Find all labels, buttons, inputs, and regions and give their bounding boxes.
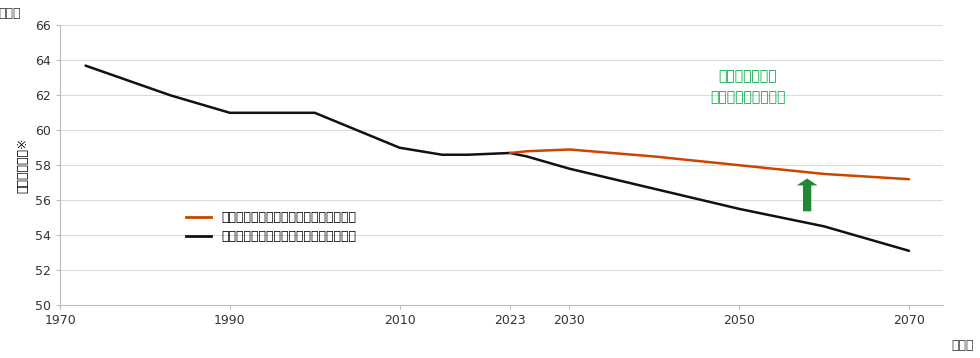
Text: 森林管理により
生物種数低下を抑制: 森林管理により 生物種数低下を抑制 xyxy=(710,69,785,104)
Text: （種）: （種） xyxy=(0,7,21,20)
Legend: 森林管理を行う場合　　（パターン１）, 森林管理を行わない場合（パターン２）: 森林管理を行う場合 （パターン１）, 森林管理を行わない場合（パターン２） xyxy=(181,206,362,248)
Text: （年）: （年） xyxy=(952,339,974,352)
Y-axis label: 平均生物種数※: 平均生物種数※ xyxy=(17,137,29,193)
